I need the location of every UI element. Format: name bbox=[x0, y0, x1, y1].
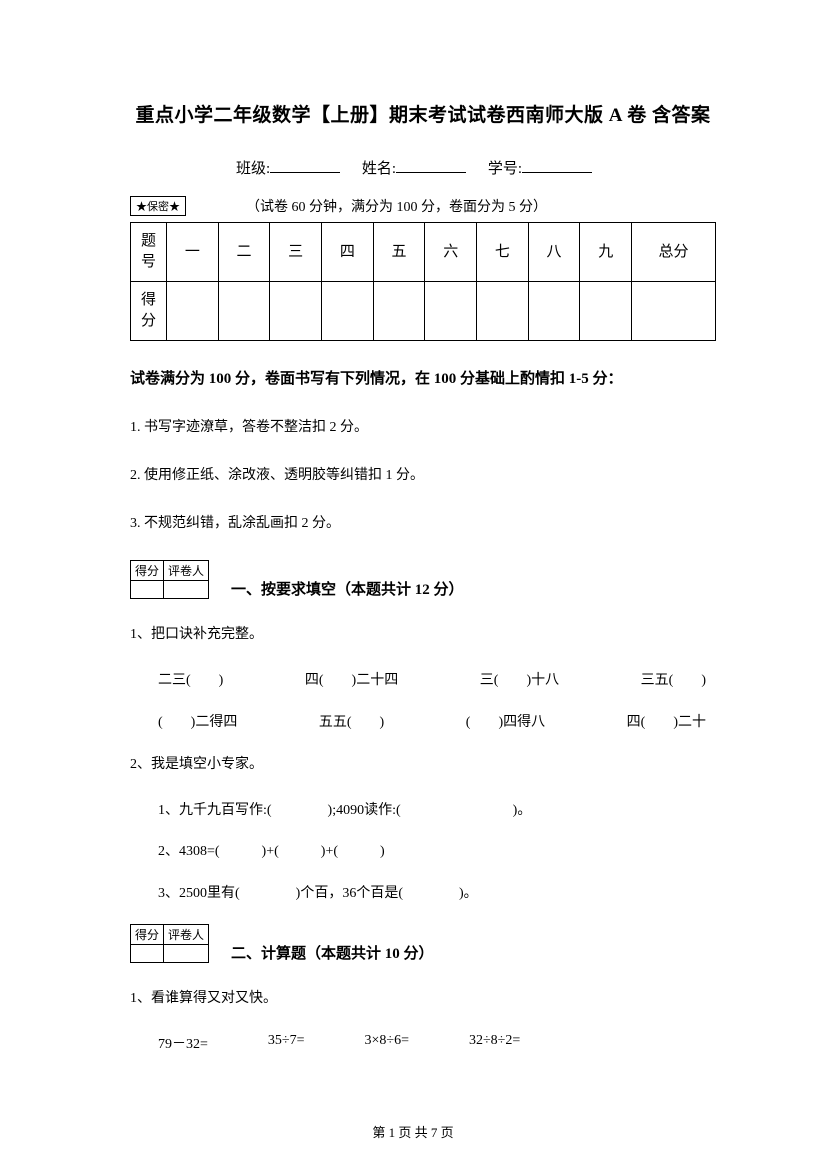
page-footer: 第 1 页 共 7 页 bbox=[0, 1122, 826, 1141]
col-header: 九 bbox=[580, 223, 632, 282]
col-header: 四 bbox=[322, 223, 374, 282]
score-cell[interactable] bbox=[632, 282, 716, 341]
question-item: 2、我是填空小专家。 bbox=[130, 753, 716, 777]
calc-row: 79－32= 35÷7= 3×8÷6= 32÷8÷2= bbox=[158, 1033, 716, 1053]
fill-row: ( )二得四 五五( ) ( )四得八 四( )二十 bbox=[158, 711, 716, 731]
fill-blank[interactable]: ( )二得四 bbox=[158, 711, 237, 731]
table-row: 题号 一 二 三 四 五 六 七 八 九 总分 bbox=[131, 223, 716, 282]
page-title: 重点小学二年级数学【上册】期末考试试卷西南师大版 A 卷 含答案 bbox=[130, 100, 716, 127]
grader-reviewer-label: 评卷人 bbox=[164, 924, 209, 944]
student-info-line: 班级: 姓名: 学号: bbox=[130, 157, 716, 178]
col-header: 五 bbox=[373, 223, 425, 282]
fill-row: 二三( ) 四( )二十四 三( )十八 三五( ) bbox=[158, 669, 716, 689]
score-cell[interactable] bbox=[425, 282, 477, 341]
section-title: 二、计算题（本题共计 10 分） bbox=[231, 942, 434, 963]
sub-item[interactable]: 1、九千九百写作:( );4090读作:( )。 bbox=[158, 799, 716, 823]
class-label: 班级: bbox=[236, 161, 270, 177]
exam-meta: （试卷 60 分钟，满分为 100 分，卷面分为 5 分） bbox=[246, 196, 547, 216]
fill-blank[interactable]: 二三( ) bbox=[158, 669, 223, 689]
name-label: 姓名: bbox=[362, 161, 396, 177]
score-cell[interactable] bbox=[270, 282, 322, 341]
calc-item[interactable]: 3×8÷6= bbox=[365, 1033, 409, 1053]
section-header: 得分 评卷人 一、按要求填空（本题共计 12 分） bbox=[130, 560, 716, 599]
col-header: 八 bbox=[528, 223, 580, 282]
score-cell[interactable] bbox=[373, 282, 425, 341]
sub-item[interactable]: 2、4308=( )+( )+( ) bbox=[158, 840, 716, 864]
grader-score-cell[interactable] bbox=[131, 581, 164, 599]
fill-blank[interactable]: 四( )二十 bbox=[627, 711, 706, 731]
name-blank[interactable] bbox=[396, 157, 466, 173]
grader-reviewer-label: 评卷人 bbox=[164, 561, 209, 581]
rule-item: 3. 不规范纠错，乱涂乱画扣 2 分。 bbox=[130, 512, 716, 532]
row-label: 得分 bbox=[131, 282, 167, 341]
id-blank[interactable] bbox=[522, 157, 592, 173]
col-header: 三 bbox=[270, 223, 322, 282]
col-header: 一 bbox=[167, 223, 219, 282]
section-title: 一、按要求填空（本题共计 12 分） bbox=[231, 578, 464, 599]
col-header: 二 bbox=[218, 223, 270, 282]
fill-blank[interactable]: 三五( ) bbox=[641, 669, 706, 689]
fill-blank[interactable]: 四( )二十四 bbox=[305, 669, 398, 689]
table-row: 得分 bbox=[131, 282, 716, 341]
score-cell[interactable] bbox=[477, 282, 529, 341]
fill-blank[interactable]: 五五( ) bbox=[319, 711, 384, 731]
class-blank[interactable] bbox=[270, 157, 340, 173]
col-header: 总分 bbox=[632, 223, 716, 282]
score-cell[interactable] bbox=[167, 282, 219, 341]
rule-item: 1. 书写字迹潦草，答卷不整洁扣 2 分。 bbox=[130, 416, 716, 436]
seal-badge: ★保密★ bbox=[130, 196, 186, 216]
grader-score-label: 得分 bbox=[131, 561, 164, 581]
col-header: 六 bbox=[425, 223, 477, 282]
calc-item[interactable]: 79－32= bbox=[158, 1033, 208, 1053]
grader-score-cell[interactable] bbox=[131, 944, 164, 962]
calc-item[interactable]: 32÷8÷2= bbox=[469, 1033, 520, 1053]
fill-blank[interactable]: ( )四得八 bbox=[466, 711, 545, 731]
score-table: 题号 一 二 三 四 五 六 七 八 九 总分 得分 bbox=[130, 222, 716, 341]
question-item: 1、看谁算得又对又快。 bbox=[130, 987, 716, 1011]
grader-reviewer-cell[interactable] bbox=[164, 581, 209, 599]
sub-item[interactable]: 3、2500里有( )个百，36个百是( )。 bbox=[158, 882, 716, 906]
row-label: 题号 bbox=[131, 223, 167, 282]
score-cell[interactable] bbox=[528, 282, 580, 341]
id-label: 学号: bbox=[488, 161, 522, 177]
fill-blank[interactable]: 三( )十八 bbox=[480, 669, 559, 689]
grader-score-label: 得分 bbox=[131, 924, 164, 944]
calc-item[interactable]: 35÷7= bbox=[268, 1033, 305, 1053]
grader-box: 得分 评卷人 bbox=[130, 924, 209, 963]
section-header: 得分 评卷人 二、计算题（本题共计 10 分） bbox=[130, 924, 716, 963]
score-cell[interactable] bbox=[322, 282, 374, 341]
score-cell[interactable] bbox=[218, 282, 270, 341]
col-header: 七 bbox=[477, 223, 529, 282]
scoring-note: 试卷满分为 100 分，卷面书写有下列情况，在 100 分基础上酌情扣 1-5 … bbox=[130, 367, 716, 388]
score-cell[interactable] bbox=[580, 282, 632, 341]
grader-box: 得分 评卷人 bbox=[130, 560, 209, 599]
question-item: 1、把口诀补充完整。 bbox=[130, 623, 716, 647]
rule-item: 2. 使用修正纸、涂改液、透明胶等纠错扣 1 分。 bbox=[130, 464, 716, 484]
grader-reviewer-cell[interactable] bbox=[164, 944, 209, 962]
